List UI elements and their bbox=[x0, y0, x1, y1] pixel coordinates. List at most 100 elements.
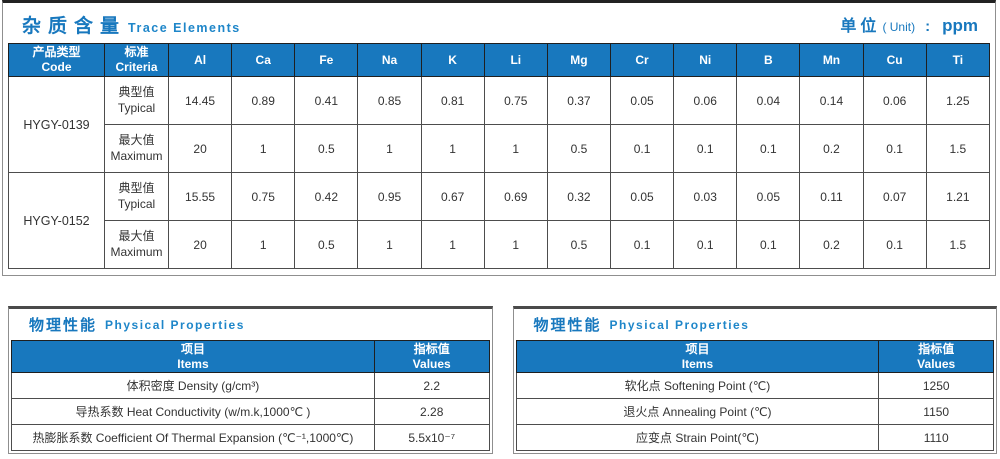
table-row: 热膨胀系数 Coefficient Of Thermal Expansion (… bbox=[11, 424, 490, 451]
trace-value-cell: 0.1 bbox=[673, 124, 738, 173]
product-code-cell: HYGY-0139 bbox=[8, 76, 105, 173]
col-header-element: Cr bbox=[609, 43, 675, 77]
physical-left-table: 项目 Items 指标值 Values 体积密度 Density (g/cm³)… bbox=[11, 340, 490, 451]
trace-row-typical: HYGY-0139 典型值 Typical 14.45 0.89 0.41 0.… bbox=[8, 76, 991, 173]
col-header-element: Cu bbox=[862, 43, 927, 77]
col-header-code-en: Code bbox=[41, 60, 72, 74]
trace-value-cell: 0.75 bbox=[483, 76, 548, 125]
col-header-items-zh: 项目 bbox=[180, 341, 205, 356]
trace-title-en: Trace Elements bbox=[128, 20, 241, 35]
physical-right-title-en: Physical Properties bbox=[609, 317, 750, 332]
property-value-cell: 1250 bbox=[878, 372, 994, 399]
trace-title-zh: 杂质含量 bbox=[22, 15, 127, 37]
trace-value-cell: 0.05 bbox=[609, 172, 675, 221]
trace-value-cell: 0.05 bbox=[609, 76, 675, 125]
trace-value-cell: 0.11 bbox=[799, 172, 864, 221]
property-value-cell: 1110 bbox=[878, 424, 994, 451]
trace-value-cell: 0.06 bbox=[673, 76, 738, 125]
trace-value-cell: 0.75 bbox=[231, 172, 296, 221]
trace-value-cell: 1.5 bbox=[925, 124, 991, 173]
trace-value-cell: 1 bbox=[483, 220, 548, 269]
property-value-cell: 2.28 bbox=[373, 398, 490, 425]
table-row: 应变点 Strain Point(℃) 1110 bbox=[515, 424, 994, 451]
col-header-element: Mn bbox=[799, 43, 864, 77]
col-header-values-en: Values bbox=[412, 356, 451, 371]
trace-value-cell: 0.42 bbox=[294, 172, 359, 221]
trace-value-cell: 20 bbox=[167, 220, 233, 269]
property-item-cell: 退火点 Annealing Point (℃) bbox=[515, 398, 880, 425]
criteria-zh: 最大值 bbox=[118, 132, 155, 147]
physical-properties-row: 物理性能 Physical Properties 项目 Items 指标值 Va… bbox=[8, 306, 997, 454]
property-item-cell: 体积密度 Density (g/cm³) bbox=[11, 372, 375, 399]
trace-value-cell: 0.03 bbox=[673, 172, 738, 221]
property-value-cell: 1150 bbox=[878, 398, 994, 425]
trace-value-cell: 20 bbox=[167, 124, 233, 173]
criteria-en: Typical bbox=[117, 100, 156, 115]
table-row: 导热系数 Heat Conductivity (w/m.k,1000℃ ) 2.… bbox=[11, 398, 490, 425]
unit-label: 单位 ( Unit) : ppm bbox=[840, 12, 978, 36]
trace-value-cell: 1 bbox=[357, 220, 422, 269]
trace-value-cell: 0.95 bbox=[357, 172, 422, 221]
trace-value-cell: 0.69 bbox=[483, 172, 548, 221]
trace-header-row: 产品类型 Code 标准 Criteria Al Ca Fe Na K Li M… bbox=[8, 43, 991, 77]
criteria-en: Maximum bbox=[110, 148, 163, 163]
col-header-criteria-zh: 标准 bbox=[124, 45, 149, 59]
physical-properties-panel-left: 物理性能 Physical Properties 项目 Items 指标值 Va… bbox=[8, 306, 493, 454]
col-header-items: 项目 Items bbox=[11, 340, 375, 373]
physical-left-header-row: 项目 Items 指标值 Values bbox=[11, 340, 490, 373]
col-header-element: Ca bbox=[231, 43, 296, 77]
trace-value-cell: 0.32 bbox=[546, 172, 611, 221]
table-row: 体积密度 Density (g/cm³) 2.2 bbox=[11, 372, 490, 399]
col-header-element: Al bbox=[167, 43, 233, 77]
col-header-code-zh: 产品类型 bbox=[32, 45, 81, 59]
trace-row-maximum: 最大值 Maximum 20 1 0.5 1 1 1 0.5 0.1 0.1 0… bbox=[9, 124, 991, 173]
table-row: 软化点 Softening Point (℃) 1250 bbox=[515, 372, 994, 399]
col-header-element: Fe bbox=[294, 43, 359, 77]
trace-value-cell: 15.55 bbox=[167, 172, 233, 221]
trace-value-cell: 0.1 bbox=[673, 220, 738, 269]
criteria-en: Maximum bbox=[110, 244, 163, 259]
col-header-values: 指标值 Values bbox=[878, 340, 994, 373]
product-code-cell: HYGY-0152 bbox=[8, 172, 105, 269]
trace-value-cell: 1 bbox=[483, 124, 548, 173]
unit-label-zh: 单位 bbox=[840, 18, 881, 35]
col-header-element: Ti bbox=[925, 43, 991, 77]
physical-left-title-en: Physical Properties bbox=[105, 317, 245, 332]
col-header-element: K bbox=[420, 43, 485, 77]
physical-right-header-row: 项目 Items 指标值 Values bbox=[515, 340, 994, 373]
trace-value-cell: 0.37 bbox=[546, 76, 611, 125]
trace-elements-panel: 杂质含量 Trace Elements 单位 ( Unit) : ppm 产品类… bbox=[2, 0, 996, 276]
col-header-element: Ni bbox=[673, 43, 738, 77]
trace-value-cell: 1 bbox=[357, 124, 422, 173]
trace-value-cell: 1.25 bbox=[925, 76, 991, 125]
col-header-items-en: Items bbox=[681, 356, 714, 371]
trace-row-typical: HYGY-0152 典型值 Typical 15.55 0.75 0.42 0.… bbox=[8, 172, 991, 269]
unit-colon: : bbox=[925, 18, 931, 35]
col-header-values: 指标值 Values bbox=[373, 340, 490, 373]
trace-value-cell: 0.1 bbox=[609, 220, 675, 269]
criteria-zh: 典型值 bbox=[118, 84, 155, 99]
col-header-items-en: Items bbox=[177, 356, 209, 371]
col-header-items: 项目 Items bbox=[515, 340, 880, 373]
trace-value-cell: 0.06 bbox=[862, 76, 927, 125]
physical-properties-panel-right: 物理性能 Physical Properties 项目 Items 指标值 Va… bbox=[512, 306, 997, 454]
physical-left-titlebar: 物理性能 Physical Properties bbox=[11, 309, 490, 340]
col-header-values-en: Values bbox=[917, 356, 956, 371]
col-header-items-zh: 项目 bbox=[685, 341, 710, 356]
physical-right-table: 项目 Items 指标值 Values 软化点 Softening Point … bbox=[515, 340, 995, 451]
trace-value-cell: 1 bbox=[420, 124, 485, 173]
trace-row-maximum: 最大值 Maximum 20 1 0.5 1 1 1 0.5 0.1 0.1 0… bbox=[9, 220, 991, 269]
trace-elements-title: 杂质含量 Trace Elements bbox=[22, 11, 241, 38]
trace-value-cell: 0.1 bbox=[609, 124, 675, 173]
col-header-code: 产品类型 Code bbox=[8, 43, 105, 77]
trace-value-cell: 0.5 bbox=[294, 124, 359, 173]
trace-value-cell: 1.21 bbox=[925, 172, 991, 221]
col-header-element: Na bbox=[357, 43, 422, 77]
trace-value-cell: 0.1 bbox=[862, 220, 927, 269]
trace-elements-titlebar: 杂质含量 Trace Elements 单位 ( Unit) : ppm bbox=[8, 3, 990, 43]
trace-value-cell: 0.14 bbox=[799, 76, 864, 125]
trace-value-cell: 0.2 bbox=[799, 220, 864, 269]
trace-value-cell: 1 bbox=[420, 220, 485, 269]
trace-value-cell: 0.89 bbox=[231, 76, 296, 125]
criteria-zh: 典型值 bbox=[118, 180, 155, 195]
